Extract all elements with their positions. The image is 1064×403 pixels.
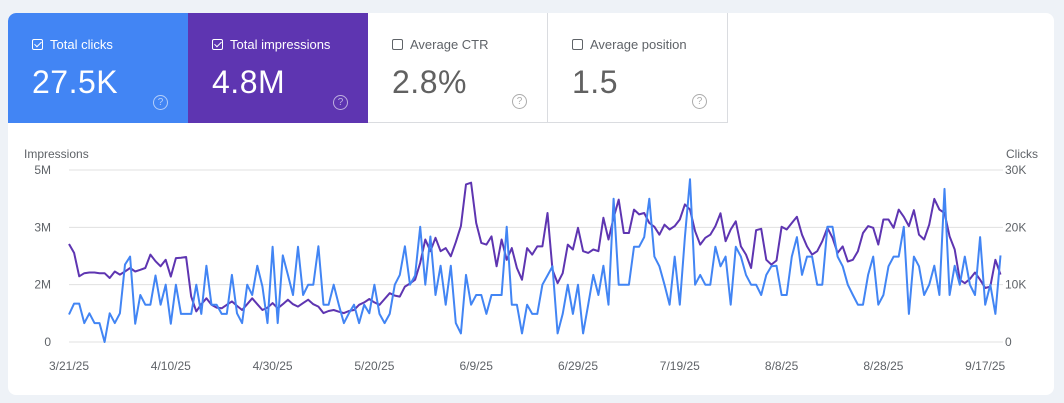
right-tick-label: 30K	[1005, 163, 1026, 177]
x-tick-label: 6/9/25	[460, 359, 494, 373]
metric-tile-total-impressions[interactable]: Total impressions 4.8M ?	[188, 13, 368, 123]
series-line-clicks	[68, 178, 1002, 343]
x-tick-label: 8/8/25	[765, 359, 799, 373]
metric-value: 2.8%	[392, 64, 467, 100]
checkbox-checked-icon[interactable]	[32, 39, 43, 50]
checkbox-checked-icon[interactable]	[212, 39, 223, 50]
performance-card: Total clicks 27.5K ? Total impressions 4…	[8, 13, 1054, 395]
x-tick-label: 3/21/25	[49, 359, 89, 373]
left-tick-label: 2M	[34, 278, 51, 292]
right-tick-label: 20K	[1005, 220, 1026, 234]
metric-tiles: Total clicks 27.5K ? Total impressions 4…	[8, 13, 728, 123]
help-icon[interactable]: ?	[153, 95, 168, 110]
left-axis-label: Impressions	[24, 147, 89, 161]
checkbox-unchecked-icon[interactable]	[572, 39, 583, 50]
x-tick-label: 6/29/25	[558, 359, 598, 373]
metric-value: 27.5K	[32, 64, 119, 100]
series-line-impressions	[68, 181, 1002, 315]
x-tick-label: 4/30/25	[253, 359, 293, 373]
left-tick-label: 5M	[34, 163, 51, 177]
right-axis-label: Clicks	[1006, 147, 1038, 161]
x-tick-label: 5/20/25	[354, 359, 394, 373]
metric-tile-average-ctr[interactable]: Average CTR 2.8% ?	[368, 13, 548, 123]
help-icon[interactable]: ?	[692, 94, 707, 109]
help-icon[interactable]: ?	[333, 95, 348, 110]
help-icon[interactable]: ?	[512, 94, 527, 109]
checkbox-unchecked-icon[interactable]	[392, 39, 403, 50]
x-tick-label: 8/28/25	[863, 359, 903, 373]
metric-label: Total impressions	[230, 37, 331, 52]
x-tick-label: 4/10/25	[151, 359, 191, 373]
left-tick-label: 0	[44, 335, 51, 349]
metric-label: Average position	[590, 37, 687, 52]
right-tick-label: 10K	[1005, 278, 1026, 292]
metric-tile-average-position[interactable]: Average position 1.5 ?	[548, 13, 728, 123]
x-tick-label: 7/19/25	[660, 359, 700, 373]
x-tick-label: 9/17/25	[965, 359, 1005, 373]
right-tick-label: 0	[1005, 335, 1012, 349]
metric-label: Average CTR	[410, 37, 489, 52]
left-tick-label: 3M	[34, 220, 51, 234]
performance-chart: Impressions Clicks 0 2M 3M 5M 0 10K 20K 30K 3/21…	[24, 147, 1038, 373]
metric-tile-total-clicks[interactable]: Total clicks 27.5K ?	[8, 13, 188, 123]
metric-value: 1.5	[572, 64, 618, 100]
metric-label: Total clicks	[50, 37, 113, 52]
metric-value: 4.8M	[212, 64, 286, 100]
